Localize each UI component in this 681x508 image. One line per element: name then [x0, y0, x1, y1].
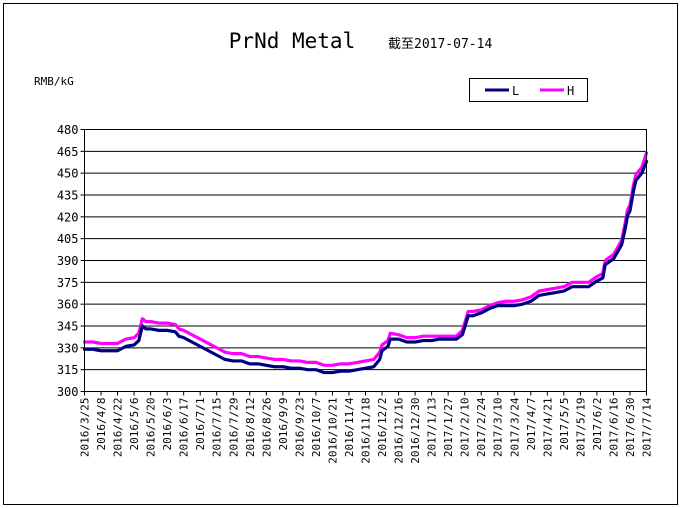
y-tick-label-390: 390: [57, 254, 79, 268]
chart-subtitle: 截至2017-07-14: [388, 37, 492, 52]
x-tick-label-9: 2016/7/29: [227, 398, 240, 458]
x-tick-label-4: 2016/5/20: [145, 398, 158, 458]
y-tick-label-315: 315: [57, 363, 79, 377]
x-axis-ticks: 2016/3/25 2016/4/8 2016/4/22 2016/5/6 2016/5…: [79, 391, 654, 464]
x-tick-label-30: 2017/5/19: [574, 398, 587, 458]
legend-label-h: H: [567, 84, 574, 98]
x-tick-label-23: 2017/2/10: [459, 398, 472, 458]
x-tick-label-32: 2017/6/16: [607, 398, 620, 458]
y-tick-label-405: 405: [57, 232, 79, 246]
legend-box: [469, 78, 588, 102]
y-axis-ticks: 300 315 330 345 360 375 390 405 420 435 450 465 480: [57, 123, 85, 399]
x-tick-label-12: 2016/9/9: [277, 398, 290, 451]
x-tick-label-28: 2017/4/21: [541, 398, 554, 458]
y-tick-label-375: 375: [57, 276, 79, 290]
x-tick-label-10: 2016/8/12: [244, 398, 257, 458]
y-tick-label-450: 450: [57, 167, 79, 181]
plot-area-border: [84, 129, 647, 392]
x-tick-label-19: 2016/12/16: [393, 398, 406, 464]
x-tick-label-29: 2017/5/5: [558, 398, 571, 451]
y-tick-label-330: 330: [57, 341, 79, 355]
x-tick-label-14: 2016/10/7: [310, 398, 323, 458]
x-tick-label-0: 2016/3/25: [79, 398, 92, 458]
x-tick-label-8: 2016/7/15: [211, 398, 224, 458]
y-tick-label-480: 480: [57, 123, 79, 137]
x-tick-label-25: 2017/3/10: [492, 398, 505, 458]
x-tick-label-21: 2017/1/13: [426, 398, 439, 458]
x-tick-label-1: 2016/4/8: [95, 398, 108, 451]
x-tick-label-22: 2017/1/27: [442, 398, 455, 458]
x-tick-label-7: 2016/7/1: [194, 398, 207, 451]
x-tick-label-18: 2016/12/2: [376, 398, 389, 458]
plot-series: [82, 151, 649, 375]
x-tick-label-2: 2016/4/22: [112, 398, 125, 458]
x-tick-label-34: 2017/7/14: [641, 397, 654, 457]
x-tick-label-27: 2017/4/7: [525, 398, 538, 451]
legend-label-l: L: [512, 84, 519, 98]
x-tick-label-6: 2016/6/17: [178, 398, 191, 458]
x-tick-label-16: 2016/11/4: [343, 397, 356, 457]
y-tick-label-300: 300: [57, 385, 79, 399]
legend: L H: [469, 78, 588, 102]
series-line-h: [82, 151, 649, 367]
x-tick-label-20: 2016/12/30: [409, 398, 422, 464]
y-tick-label-435: 435: [57, 189, 79, 203]
x-tick-label-3: 2016/5/6: [128, 398, 141, 451]
y-tick-label-420: 420: [57, 210, 79, 224]
y-axis-label: RMB/kG: [34, 75, 74, 88]
x-tick-label-11: 2016/8/26: [260, 398, 273, 458]
x-tick-label-26: 2017/3/24: [508, 397, 521, 457]
y-tick-label-345: 345: [57, 320, 79, 334]
chart-title: PrNd Metal: [229, 29, 355, 53]
series-line-l: [82, 159, 649, 375]
y-tick-label-360: 360: [57, 298, 79, 312]
x-tick-label-5: 2016/6/3: [161, 398, 174, 451]
x-tick-label-13: 2016/9/23: [293, 398, 306, 458]
x-tick-label-24: 2017/2/24: [475, 397, 488, 457]
x-tick-label-17: 2016/11/18: [360, 398, 373, 464]
x-tick-label-33: 2017/6/30: [624, 398, 637, 458]
x-tick-label-31: 2017/6/2: [591, 398, 604, 451]
x-tick-label-15: 2016/10/21: [326, 398, 339, 464]
y-tick-label-465: 465: [57, 145, 79, 159]
